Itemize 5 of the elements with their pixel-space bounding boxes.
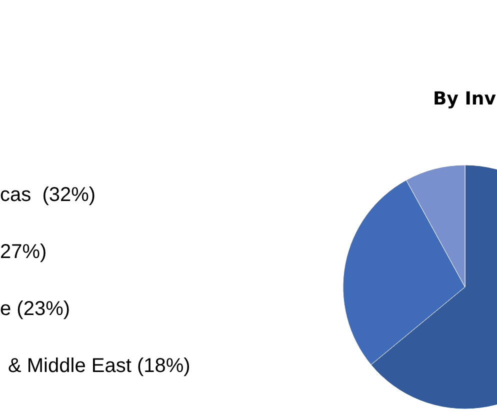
text: e (23%)	[0, 298, 70, 320]
text: 27%)	[0, 241, 47, 263]
text: cas (32%)	[0, 184, 96, 206]
text: & Middle East (18%)	[8, 355, 190, 377]
chart-title: By Inv	[433, 88, 496, 110]
